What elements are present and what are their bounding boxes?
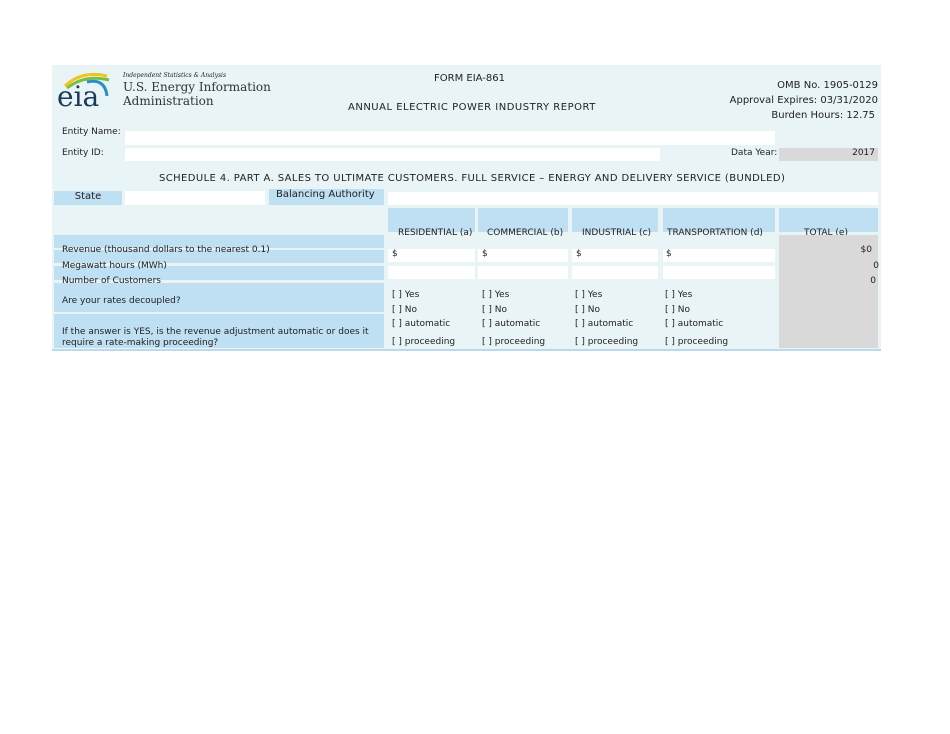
eia-logo: eia (57, 72, 110, 108)
total-revenue: $0 (860, 245, 872, 255)
report-title: ANNUAL ELECTRIC POWER INDUSTRY REPORT (348, 102, 596, 113)
row-bg (54, 266, 384, 280)
col-header-bg (779, 208, 878, 232)
col-industrial: INDUSTRIAL (c) (582, 228, 652, 238)
schedule-title: SCHEDULE 4. PART A. SALES TO ULTIMATE CU… (159, 173, 786, 184)
total-customers: 0 (870, 276, 876, 286)
industrial-mwh-input[interactable] (572, 266, 658, 279)
col-total: TOTAL (e) (804, 228, 848, 238)
row-bg (54, 314, 384, 348)
state-input[interactable] (125, 191, 265, 205)
commercial-proceeding-checkbox[interactable]: [ ] proceeding (482, 337, 546, 347)
col-transportation: TRANSPORTATION (d) (667, 228, 763, 238)
commercial-no-checkbox[interactable]: [ ] No (482, 305, 507, 315)
balancing-authority-input[interactable] (388, 192, 878, 205)
row-customers-label: Number of Customers (62, 276, 161, 286)
col-header-bg (388, 208, 475, 232)
commercial-mwh-input[interactable] (478, 266, 568, 279)
row-bg (54, 250, 384, 263)
industrial-yes-checkbox[interactable]: [ ] Yes (575, 290, 603, 300)
residential-no-checkbox[interactable]: [ ] No (392, 305, 417, 315)
row-mwh-label: Megawatt hours (MWh) (62, 261, 167, 271)
entity-name-label: Entity Name: (62, 127, 121, 137)
row-decoupled-label: Are your rates decoupled? (62, 296, 181, 306)
entity-name-input[interactable] (125, 131, 775, 145)
balancing-authority-label: Balancing Authority (269, 189, 384, 205)
commercial-automatic-checkbox[interactable]: [ ] automatic (482, 319, 541, 329)
approval-expires: Approval Expires: 03/31/2020 (729, 95, 878, 106)
svg-text:eia: eia (57, 80, 99, 108)
industrial-revenue-input[interactable]: $ (572, 249, 658, 262)
residential-yes-checkbox[interactable]: [ ] Yes (392, 290, 420, 300)
state-label: State (54, 191, 122, 205)
col-commercial: COMMERCIAL (b) (487, 228, 564, 238)
agency-tagline: Independent Statistics & Analysis (123, 72, 227, 79)
commercial-yes-checkbox[interactable]: [ ] Yes (482, 290, 510, 300)
col-header-bg (572, 208, 658, 232)
industrial-proceeding-checkbox[interactable]: [ ] proceeding (575, 337, 639, 347)
transportation-mwh-input[interactable] (663, 266, 775, 279)
col-header-bg (478, 208, 568, 232)
industrial-automatic-checkbox[interactable]: [ ] automatic (575, 319, 634, 329)
omb-number: OMB No. 1905-0129 (777, 80, 878, 91)
commercial-revenue-input[interactable]: $ (478, 249, 568, 262)
residential-mwh-input[interactable] (388, 266, 475, 279)
industrial-no-checkbox[interactable]: [ ] No (575, 305, 600, 315)
burden-hours: Burden Hours: 12.75 (771, 110, 875, 121)
total-mwh: 0 (873, 261, 879, 271)
row-revenue-label: Revenue (thousand dollars to the nearest… (62, 245, 270, 255)
transportation-revenue-input[interactable]: $ (663, 249, 775, 262)
transportation-automatic-checkbox[interactable]: [ ] automatic (665, 319, 724, 329)
col-header-bg (663, 208, 775, 232)
residential-proceeding-checkbox[interactable]: [ ] proceeding (392, 337, 456, 347)
entity-id-input[interactable] (125, 148, 660, 161)
agency-name: U.S. Energy Information (123, 80, 271, 94)
row-adjustment-label: If the answer is YES, is the revenue adj… (62, 327, 369, 348)
col-residential: RESIDENTIAL (a) (398, 228, 473, 238)
entity-id-label: Entity ID: (62, 148, 104, 158)
agency-name-2: Administration (123, 94, 214, 108)
residential-automatic-checkbox[interactable]: [ ] automatic (392, 319, 451, 329)
residential-revenue-input[interactable]: $ (388, 249, 475, 262)
transportation-yes-checkbox[interactable]: [ ] Yes (665, 290, 693, 300)
row-bg (54, 283, 384, 312)
form-number: FORM EIA-861 (434, 73, 505, 84)
transportation-no-checkbox[interactable]: [ ] No (665, 305, 690, 315)
data-year-label: Data Year: (731, 148, 778, 158)
row-bg (54, 235, 384, 248)
total-column-bg (779, 235, 878, 348)
data-year-value: 2017 (779, 148, 878, 161)
transportation-proceeding-checkbox[interactable]: [ ] proceeding (665, 337, 729, 347)
